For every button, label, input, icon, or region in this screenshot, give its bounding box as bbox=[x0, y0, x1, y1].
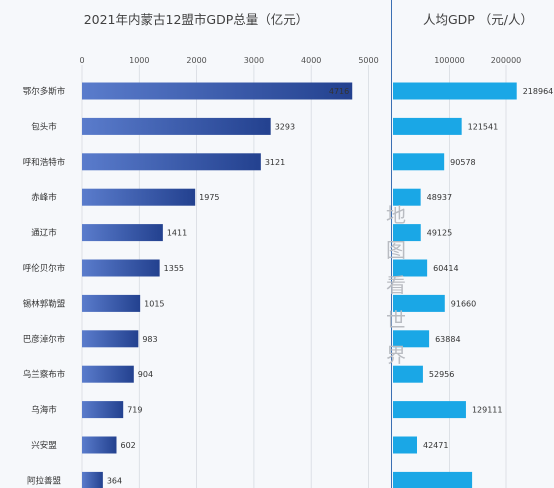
right-value-label: 63884 bbox=[435, 335, 460, 344]
right-bar bbox=[393, 436, 417, 454]
left-bars bbox=[82, 82, 353, 488]
category-label: 乌海市 bbox=[31, 405, 57, 416]
left-value-label: 1015 bbox=[144, 299, 164, 308]
watermark-char: 图 bbox=[386, 238, 406, 262]
left-value-labels: 4716 3293 3121 1975 1411 1355 1015 983 904 719 602… bbox=[107, 87, 349, 485]
right-chart-title: 人均GDP （元/人） bbox=[423, 12, 533, 27]
left-bar bbox=[82, 117, 271, 135]
right-value-labels: 218964 121541 90578 48937 49125 60414 91660 638… bbox=[423, 87, 553, 450]
left-value-label: 602 bbox=[120, 441, 135, 450]
category-label: 赤峰市 bbox=[31, 192, 57, 203]
right-value-label: 218964 bbox=[523, 87, 554, 96]
category-label: 通辽市 bbox=[31, 228, 57, 239]
left-value-label: 1975 bbox=[199, 193, 219, 202]
left-bar bbox=[82, 259, 160, 277]
right-bar bbox=[393, 330, 430, 348]
left-value-label: 3293 bbox=[275, 122, 295, 131]
category-label: 锡林郭勒盟 bbox=[23, 298, 66, 309]
category-label: 呼和浩特市 bbox=[23, 157, 66, 168]
left-bar bbox=[82, 188, 196, 206]
right-bar bbox=[393, 294, 445, 312]
category-label: 包头市 bbox=[31, 121, 57, 132]
left-panel bbox=[0, 0, 391, 488]
left-chart-title: 2021年内蒙古12盟市GDP总量（亿元） bbox=[84, 12, 309, 27]
left-bar bbox=[82, 294, 141, 312]
left-value-label: 364 bbox=[107, 476, 122, 485]
left-bar bbox=[82, 224, 163, 242]
category-label: 呼伦贝尔市 bbox=[23, 263, 66, 274]
right-bar bbox=[393, 365, 423, 383]
left-bar bbox=[82, 82, 353, 100]
right-tick-label: 100000 bbox=[434, 56, 465, 65]
category-labels: 鄂尔多斯市包头市呼和浩特市赤峰市通辽市呼伦贝尔市锡林郭勒盟巴彦淖尔市乌兰察布市乌… bbox=[23, 86, 66, 486]
left-value-label: 904 bbox=[138, 370, 153, 379]
left-tick-labels: 0 1000 2000 3000 4000 5000 bbox=[79, 56, 378, 65]
right-bar bbox=[393, 117, 462, 135]
left-tick-label: 4000 bbox=[301, 56, 321, 65]
left-value-label: 1411 bbox=[167, 229, 187, 238]
right-value-label: 91660 bbox=[451, 299, 476, 308]
category-label: 鄂尔多斯市 bbox=[23, 86, 66, 97]
left-bar bbox=[82, 365, 134, 383]
left-tick-label: 5000 bbox=[358, 56, 378, 65]
right-bar bbox=[393, 153, 445, 171]
right-value-label: 121541 bbox=[468, 122, 499, 131]
left-bar bbox=[82, 436, 117, 454]
left-value-label: 719 bbox=[127, 406, 142, 415]
left-value-label: 3121 bbox=[265, 158, 285, 167]
left-bar bbox=[82, 471, 103, 488]
right-value-label: 60414 bbox=[433, 264, 458, 273]
left-tick-label: 1000 bbox=[129, 56, 149, 65]
right-bars bbox=[393, 82, 517, 488]
right-bar bbox=[393, 259, 428, 277]
category-label: 兴安盟 bbox=[31, 440, 57, 451]
watermark-char: 世 bbox=[386, 308, 406, 332]
left-bar bbox=[82, 330, 139, 348]
right-value-label: 129111 bbox=[472, 406, 503, 415]
watermark-char: 地 bbox=[386, 203, 406, 227]
right-value-label: 52956 bbox=[429, 370, 454, 379]
category-label: 阿拉善盟 bbox=[27, 475, 62, 486]
left-bar bbox=[82, 153, 261, 171]
category-label: 巴彦淖尔市 bbox=[23, 334, 66, 345]
left-bar bbox=[82, 401, 124, 419]
right-value-label: 42471 bbox=[423, 441, 448, 450]
right-value-label: 90578 bbox=[450, 158, 475, 167]
watermark-char: 界 bbox=[386, 343, 406, 367]
left-value-label: 983 bbox=[142, 335, 157, 344]
right-bar bbox=[393, 471, 473, 488]
left-value-label: 1355 bbox=[164, 264, 184, 273]
left-value-label: 4716 bbox=[329, 87, 349, 96]
right-value-label: 48937 bbox=[427, 193, 452, 202]
right-bar bbox=[393, 401, 466, 419]
left-tick-label: 2000 bbox=[186, 56, 206, 65]
right-bar bbox=[393, 224, 421, 242]
right-bar bbox=[393, 188, 421, 206]
left-tick-label: 3000 bbox=[244, 56, 264, 65]
left-tick-label: 0 bbox=[79, 56, 84, 65]
right-tick-label: 200000 bbox=[491, 56, 522, 65]
category-label: 乌兰察布市 bbox=[23, 369, 66, 380]
right-value-label: 49125 bbox=[427, 229, 452, 238]
right-tick-labels: 100000 200000 bbox=[434, 56, 521, 65]
right-bar bbox=[393, 82, 517, 100]
watermark-char: 看 bbox=[386, 273, 406, 297]
